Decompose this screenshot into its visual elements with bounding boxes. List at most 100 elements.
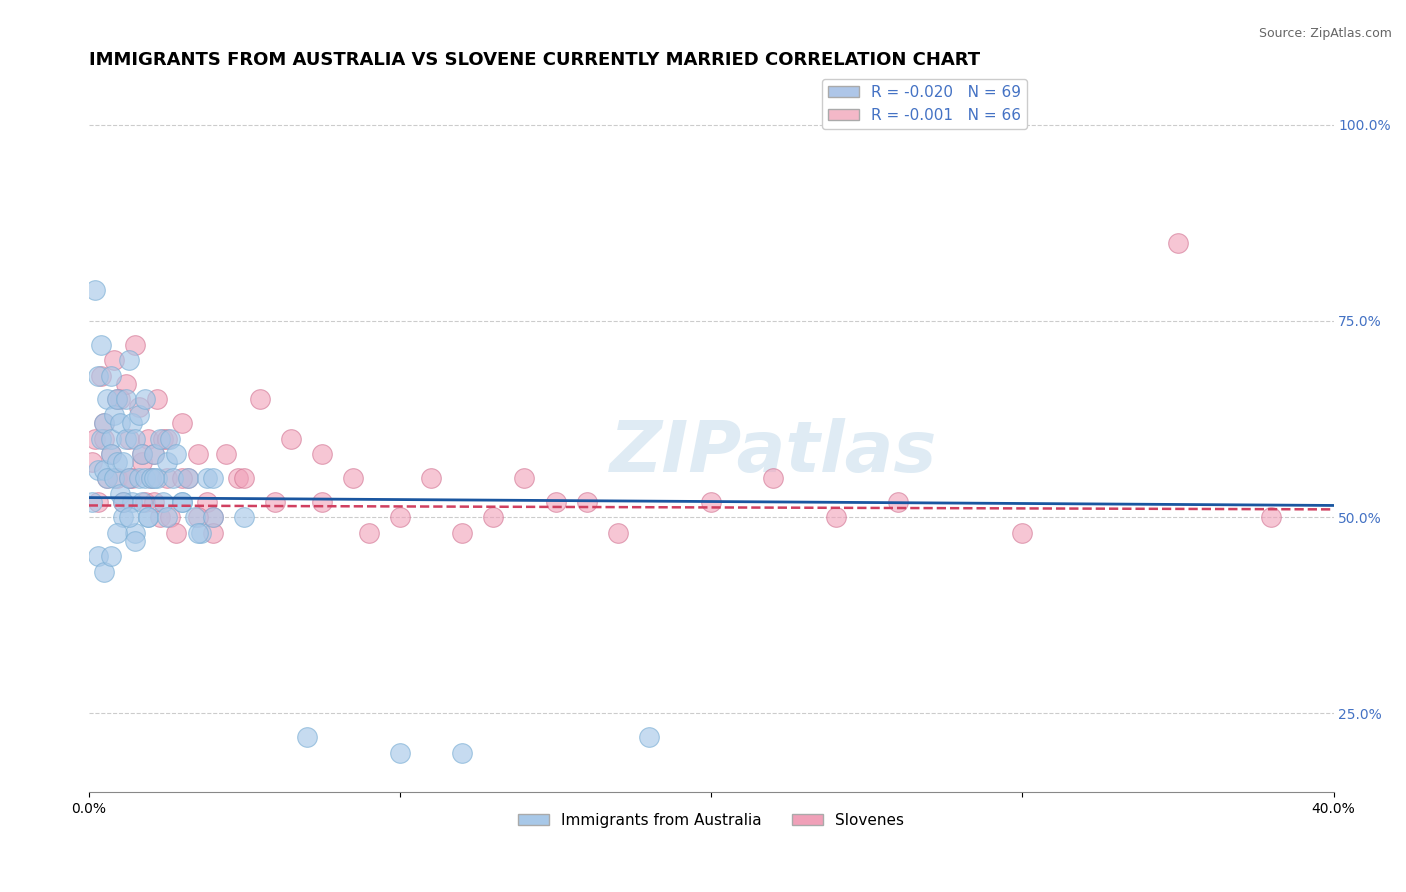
Point [172,494,194,508]
Point [215,447,238,461]
Point [90,337,112,351]
Point [118,510,141,524]
Point [134,392,156,407]
Point [149,510,172,524]
Point [93,463,115,477]
Point [187,510,209,524]
Point [190,525,212,540]
Point [172,471,194,485]
Point [311,447,333,461]
Point [96,471,118,485]
Point [87,463,110,477]
Point [451,525,474,540]
Point [90,368,112,383]
Point [143,471,166,485]
Point [388,746,411,760]
Point [202,525,225,540]
Point [80,494,103,508]
Point [111,510,134,524]
Point [93,432,115,446]
Point [96,392,118,407]
Point [152,432,174,446]
Point [124,525,146,540]
Point [103,408,125,422]
Point [87,494,110,508]
Point [103,353,125,368]
Point [202,510,225,524]
Point [87,549,110,564]
Point [118,471,141,485]
Point [105,392,128,407]
Point [143,494,166,508]
Point [121,494,143,508]
Point [226,471,249,485]
Point [249,392,271,407]
Point [187,525,209,540]
Point [136,510,159,524]
Point [134,494,156,508]
Point [146,392,169,407]
Point [195,494,218,508]
Point [115,376,138,391]
Point [96,471,118,485]
Point [128,401,150,415]
Point [128,408,150,422]
Point [124,432,146,446]
Point [93,416,115,430]
Point [451,746,474,760]
Point [1167,235,1189,250]
Point [388,510,411,524]
Point [139,471,162,485]
Point [131,447,153,461]
Point [80,455,103,469]
Point [100,447,122,461]
Point [115,432,138,446]
Point [233,471,256,485]
Point [155,510,177,524]
Point [105,525,128,540]
Point [233,510,256,524]
Point [100,368,122,383]
Point [100,549,122,564]
Point [124,337,146,351]
Point [87,368,110,383]
Point [93,565,115,579]
Legend: Immigrants from Australia, Slovenes: Immigrants from Australia, Slovenes [512,806,910,834]
Point [482,510,505,524]
Point [115,392,138,407]
Point [90,432,112,446]
Point [172,494,194,508]
Point [513,471,536,485]
Point [155,471,177,485]
Point [165,525,187,540]
Point [1260,510,1282,524]
Point [177,471,200,485]
Point [128,471,150,485]
Point [149,432,172,446]
Point [111,494,134,508]
Point [108,486,131,500]
Point [172,416,194,430]
Point [118,353,141,368]
Point [187,447,209,461]
Point [202,471,225,485]
Point [700,494,723,508]
Point [159,510,181,524]
Point [544,494,567,508]
Point [108,392,131,407]
Text: Source: ZipAtlas.com: Source: ZipAtlas.com [1258,27,1392,40]
Point [136,510,159,524]
Point [606,525,628,540]
Point [111,494,134,508]
Point [93,416,115,430]
Point [1011,525,1033,540]
Point [100,447,122,461]
Point [136,432,159,446]
Point [162,471,184,485]
Point [111,455,134,469]
Point [638,730,661,744]
Point [155,455,177,469]
Point [183,510,205,524]
Point [84,432,107,446]
Point [139,471,162,485]
